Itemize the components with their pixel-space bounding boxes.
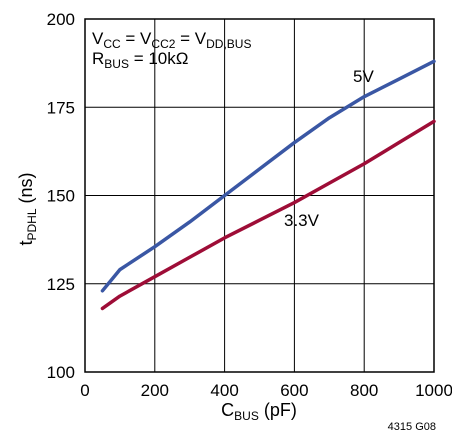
y-tick-label: 125 [47,275,75,294]
x-tick-labels: 0 200 400 600 800 1000 [80,381,452,400]
y-tick-label: 100 [47,363,75,382]
x-tick-label: 200 [141,381,169,400]
series-layer [100,59,436,311]
x-tick-label: 0 [80,381,89,400]
plot-frame [84,18,435,373]
x-tick-label: 1000 [415,381,452,400]
y-tick-label: 175 [47,98,75,117]
x-tick-label: 600 [280,381,308,400]
series-line-5v [100,59,436,293]
y-tick-label: 200 [47,10,75,29]
x-tick-label: 400 [210,381,238,400]
x-tick-label: 800 [350,381,378,400]
figure-id: 4315 G08 [388,421,436,433]
condition-annotation-1: VCC = VCC2 = VDD,BUS [92,29,251,51]
condition-annotation-2: RBUS = 10kΩ [92,49,188,71]
series-label-3v3: 3.3V [284,211,320,230]
series-label-5v: 5V [353,67,374,86]
y-tick-label: 150 [47,187,75,206]
y-tick-labels: 100 125 150 175 200 [47,10,75,382]
grid [85,19,434,372]
y-axis-label: tPDHL (ns) [16,172,39,245]
series-line-3v3 [100,119,436,311]
x-axis-label: CBUS (pF) [221,400,297,423]
